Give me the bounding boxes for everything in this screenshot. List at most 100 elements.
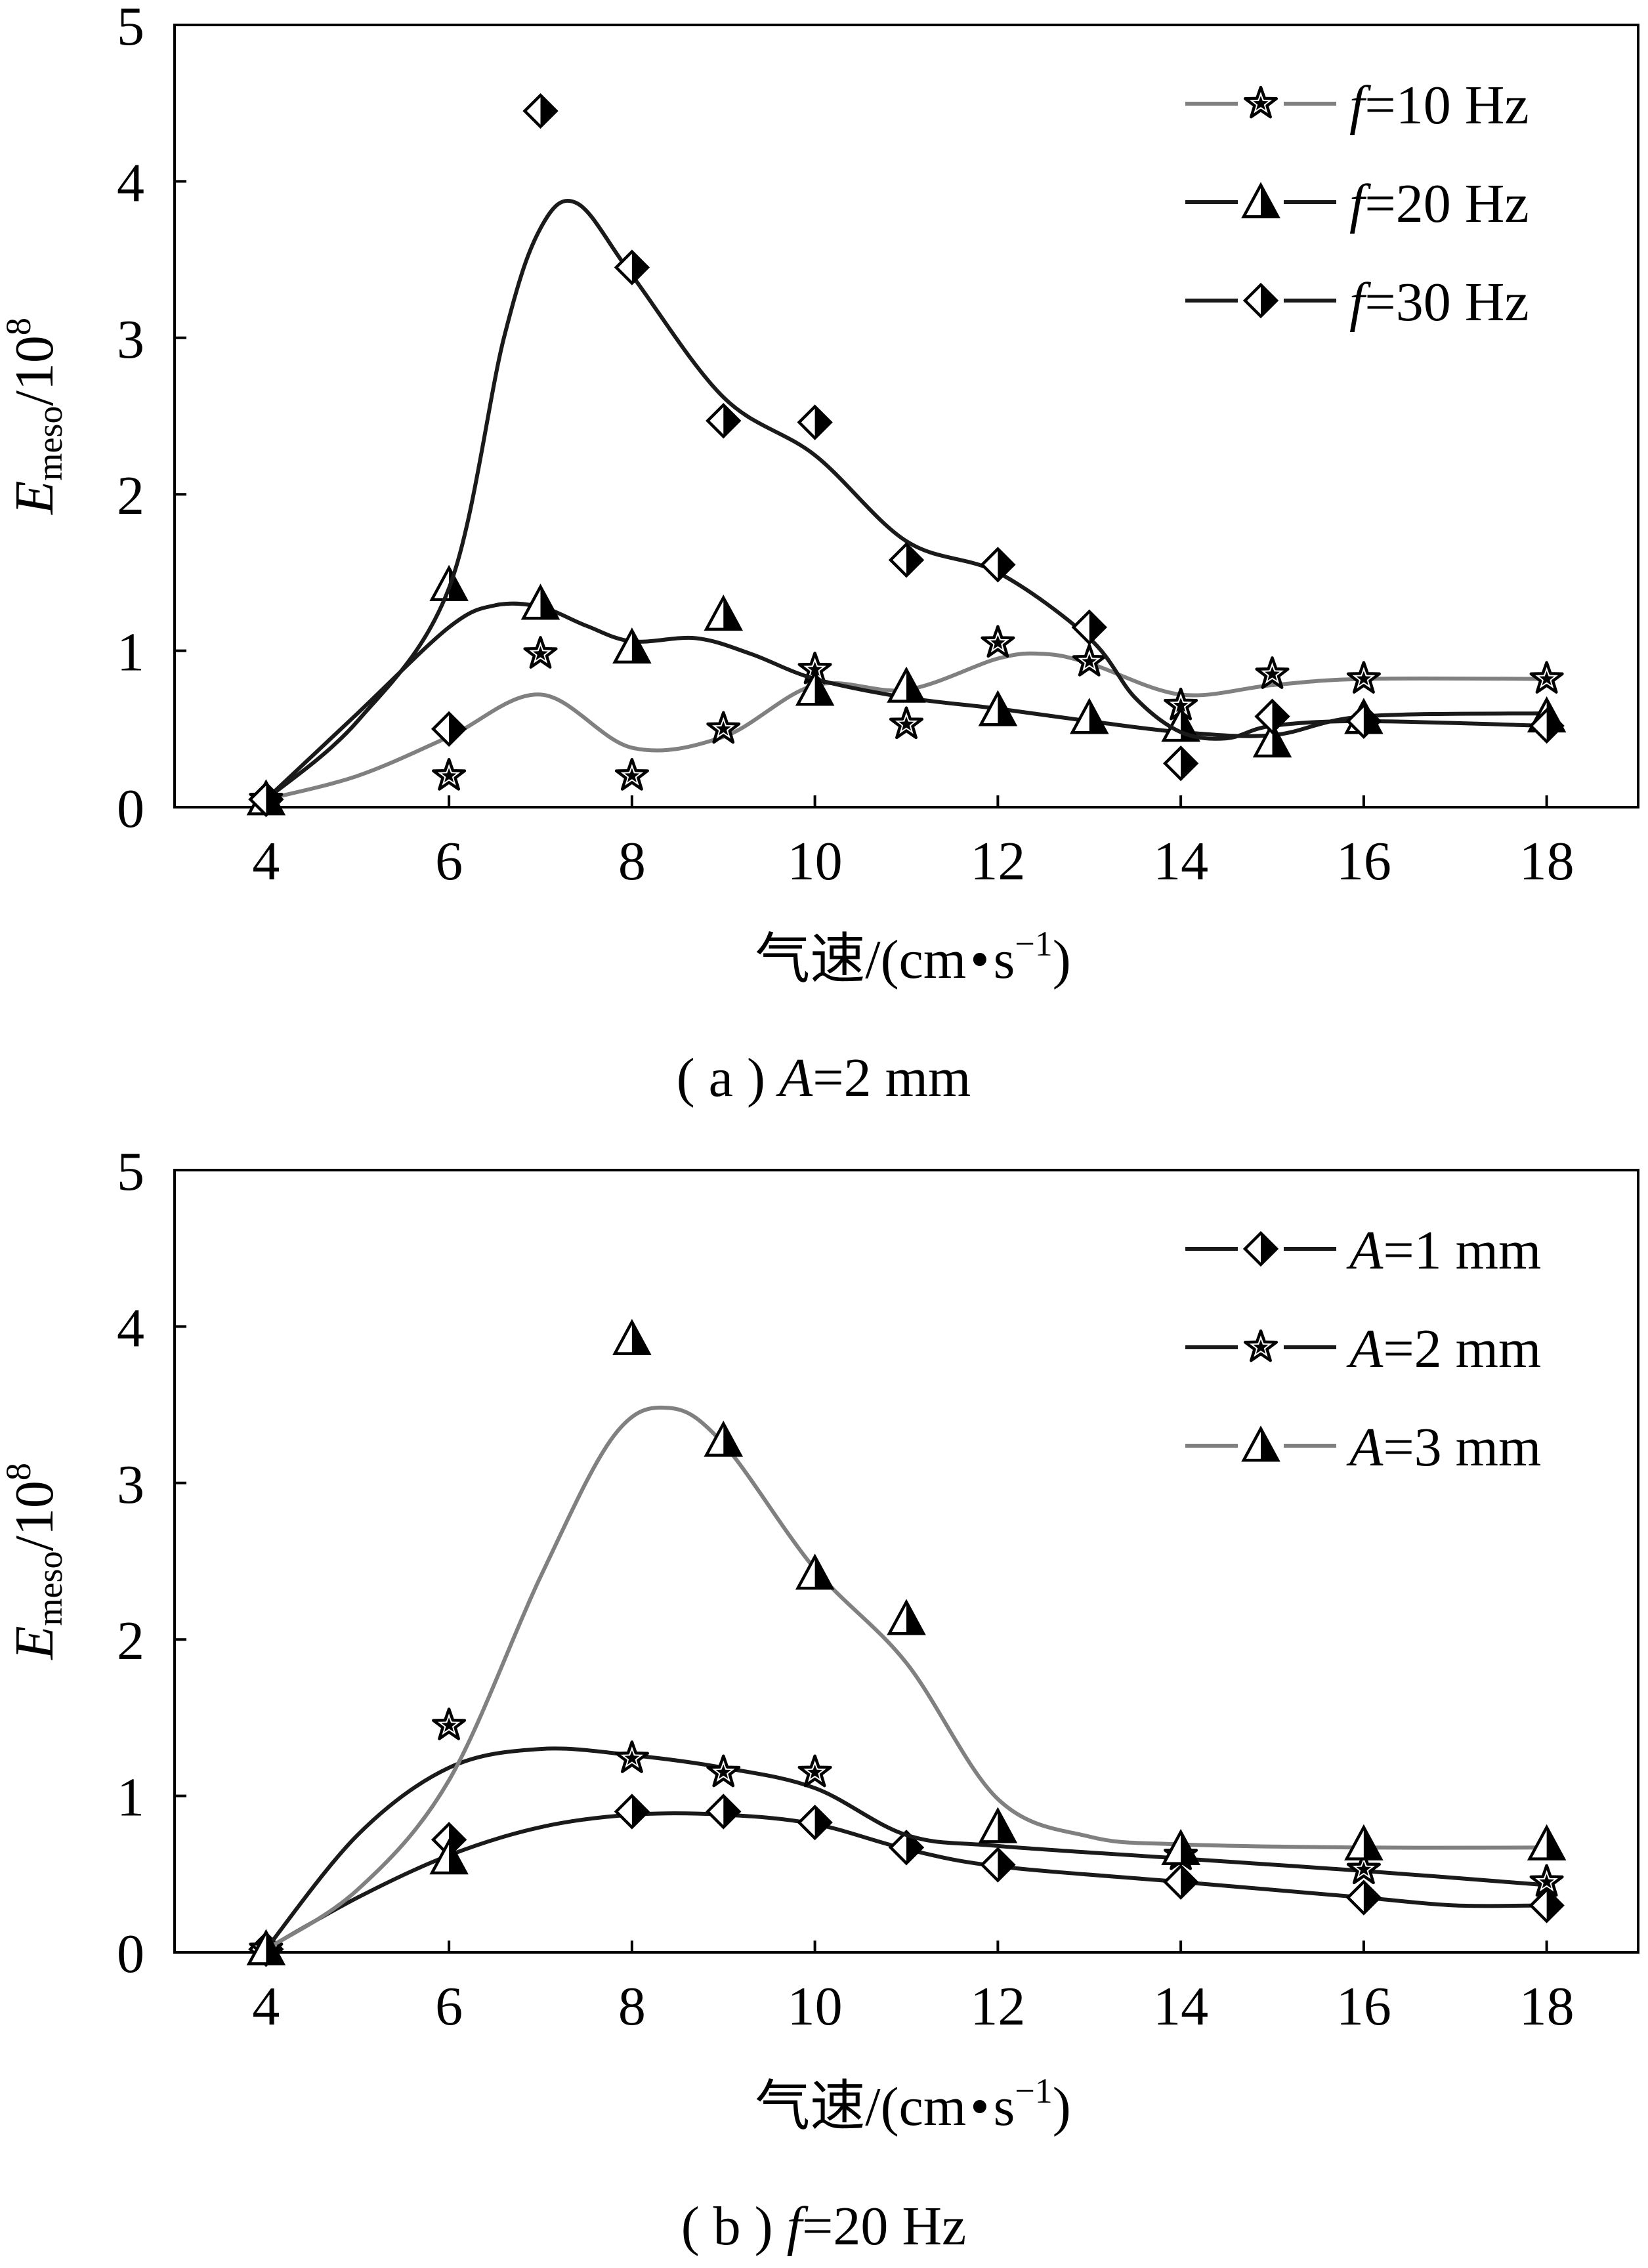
series-2 [246, 1318, 1567, 1965]
data-point [614, 1740, 649, 1773]
x-tick-label: 4 [252, 1976, 280, 2037]
x-tick-label: 18 [1519, 831, 1574, 892]
data-point [523, 636, 558, 669]
data-point [429, 1838, 469, 1875]
x-tick-label: 12 [970, 831, 1025, 892]
plot-frame [173, 1169, 1639, 1954]
x-tick-label: 16 [1336, 831, 1391, 892]
legend-label: A=1 mm [1346, 1220, 1541, 1281]
data-point [1254, 698, 1290, 734]
y-tick-label: 2 [117, 465, 144, 526]
data-point [978, 690, 1018, 726]
data-point [1345, 703, 1382, 740]
data-point [248, 781, 284, 818]
chart-panel-b: 4 6 8 10 12 14 16 18012345Emeso/108气速/(cm•s−1)(… [0, 1141, 1639, 2257]
y-tick-label: 2 [117, 1610, 144, 1671]
x-tick-label: 8 [618, 1976, 646, 2037]
data-point [1072, 644, 1107, 677]
data-point [1161, 1828, 1200, 1866]
x-tick-label: 14 [1153, 831, 1208, 892]
data-point [795, 669, 835, 706]
legend-label: f=10 Hz [1349, 75, 1529, 136]
data-point [522, 93, 559, 129]
data-point [1345, 1880, 1382, 1916]
legend-marker [1243, 1329, 1278, 1362]
y-axis-label: Emeso/108 [0, 1463, 70, 1660]
data-point [980, 547, 1016, 583]
data-point [980, 1847, 1016, 1883]
x-tick-label: 18 [1519, 1976, 1574, 2037]
series-curve [264, 601, 1549, 802]
data-point [706, 711, 741, 744]
legend-entry: A=3 mm [1185, 1417, 1541, 1478]
data-point [981, 625, 1015, 658]
series-2 [248, 93, 1565, 818]
legend-marker [1241, 1425, 1280, 1462]
legend-marker [1242, 1230, 1279, 1267]
data-point [432, 1708, 467, 1740]
legend: f=10 Hz f=20 Hz f=30 Hz [1185, 75, 1529, 333]
data-point [431, 711, 467, 747]
data-point [1252, 721, 1292, 758]
data-point [797, 404, 833, 440]
data-point [614, 758, 649, 791]
x-tick-label: 10 [788, 831, 843, 892]
series-curve [264, 651, 1549, 802]
data-point [1162, 1864, 1199, 1900]
data-point [612, 1318, 652, 1355]
data-point [978, 1807, 1018, 1843]
chart-panel-a: 4 6 8 10 12 14 16 18012345Emeso/108气速/(cm•s−1)(… [0, 0, 1639, 1108]
data-point [1344, 1824, 1384, 1860]
y-tick-label: 3 [117, 309, 144, 370]
x-tick-label: 6 [435, 831, 463, 892]
data-point [1529, 661, 1564, 694]
data-point [614, 1794, 650, 1830]
legend-label: f=20 Hz [1349, 173, 1529, 234]
data-point [520, 583, 560, 620]
legend-entry: A=1 mm [1185, 1220, 1541, 1281]
y-tick-label: 1 [117, 1767, 144, 1828]
data-point [612, 627, 652, 664]
data-point [1069, 698, 1109, 734]
data-point [1162, 746, 1199, 782]
x-tick-label: 4 [252, 831, 280, 892]
legend-label: A=3 mm [1346, 1417, 1541, 1478]
legend-entry: f=10 Hz [1185, 75, 1529, 136]
y-tick-label: 4 [117, 152, 144, 213]
legend-label: f=30 Hz [1349, 272, 1529, 333]
y-tick-label: 5 [117, 0, 144, 57]
data-point [706, 1794, 742, 1830]
x-tick-label: 8 [618, 831, 646, 892]
x-tick-label: 16 [1336, 1976, 1391, 2037]
data-point [706, 1754, 741, 1788]
data-point [795, 1553, 835, 1590]
legend: A=1 mm A=2 mm A=3 mm [1185, 1220, 1541, 1478]
data-point [889, 706, 924, 740]
plot-frame [173, 24, 1639, 808]
legend-marker [1243, 85, 1278, 119]
panel-caption: ( a ) A=2 mm [677, 1047, 971, 1108]
x-tick-label: 6 [435, 1976, 463, 2037]
legend-marker [1242, 282, 1279, 319]
data-point [614, 249, 650, 285]
data-point [1346, 661, 1381, 694]
data-point [1527, 1824, 1567, 1860]
legend-entry: f=20 Hz [1185, 173, 1529, 234]
panel-caption: ( b ) f=20 Hz [681, 2196, 967, 2257]
data-point [704, 595, 744, 631]
data-point [706, 402, 742, 439]
x-axis-label: 气速/(cm•s−1) [755, 2071, 1071, 2137]
data-point [704, 1420, 744, 1457]
x-tick-label: 14 [1153, 1976, 1208, 2037]
data-point [888, 1830, 925, 1866]
data-point [1529, 707, 1565, 744]
data-point [887, 1599, 926, 1635]
series-curve [264, 198, 1549, 802]
y-tick-label: 4 [117, 1297, 144, 1358]
data-point [432, 758, 467, 791]
legend-entry: f=30 Hz [1185, 272, 1529, 333]
x-tick-label: 12 [970, 1976, 1025, 2037]
y-tick-label: 5 [117, 1141, 144, 1202]
data-point [888, 542, 925, 578]
